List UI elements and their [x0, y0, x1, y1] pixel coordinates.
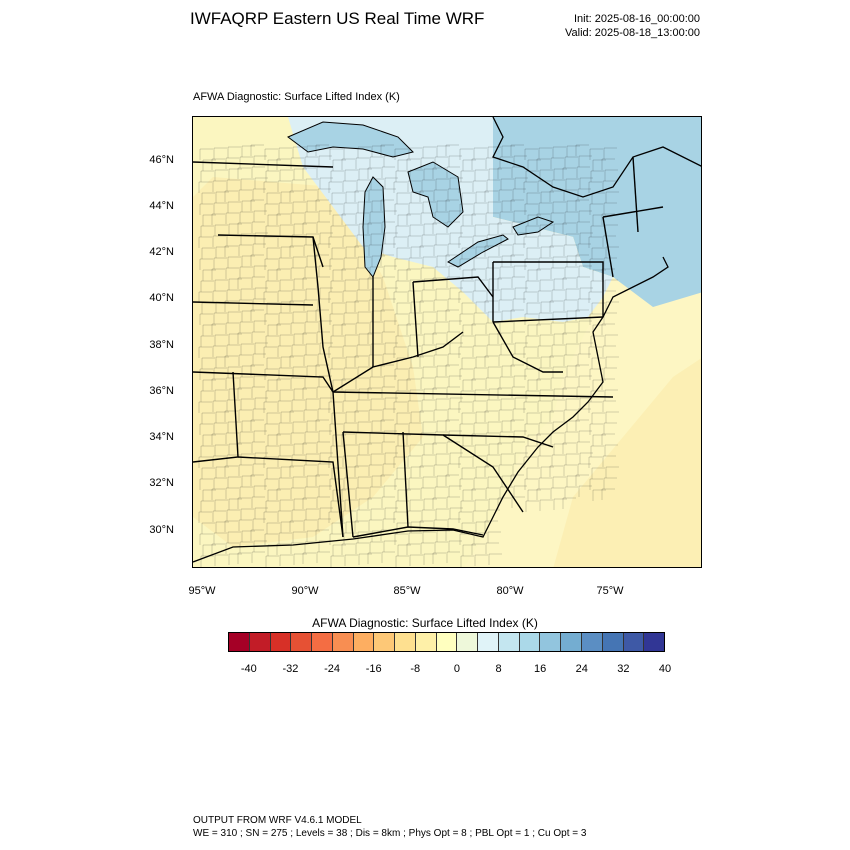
field-label: AFWA Diagnostic: Surface Lifted Index (K… — [193, 91, 400, 103]
map-canvas — [193, 117, 701, 567]
colorbar-tick-label: 24 — [575, 663, 588, 675]
lon-label: 75°W — [596, 585, 624, 597]
colorbar-swatch — [602, 633, 624, 651]
lat-label: 46°N — [149, 154, 174, 166]
colorbar-swatch — [498, 633, 520, 651]
colorbar-tick-label: -40 — [240, 663, 257, 675]
colorbar-swatch — [561, 633, 583, 651]
map-panel — [192, 116, 702, 568]
colorbar-tick-label: -32 — [282, 663, 299, 675]
colorbar-swatch — [457, 633, 479, 651]
colorbar-swatch — [229, 633, 250, 651]
colorbar-swatch — [478, 633, 499, 651]
lake-huron — [407, 161, 464, 228]
model-info-line2: WE = 310 ; SN = 275 ; Levels = 38 ; Dis … — [193, 828, 587, 839]
colorbar-swatch — [623, 633, 645, 651]
lake-superior — [287, 121, 414, 158]
plot-title: IWFAQRP Eastern US Real Time WRF — [190, 9, 485, 28]
colorbar-swatch — [374, 633, 396, 651]
colorbar-tick-label: -8 — [410, 663, 421, 675]
valid-time: Valid: 2025-08-18_13:00:00 — [565, 27, 700, 39]
colorbar — [228, 632, 665, 652]
lon-label: 95°W — [188, 585, 216, 597]
lat-label: 30°N — [149, 524, 174, 536]
lat-label: 34°N — [149, 431, 174, 443]
colorbar-swatch — [644, 633, 665, 651]
lat-label: 44°N — [149, 200, 174, 212]
colorbar-tick-label: 32 — [617, 663, 630, 675]
lon-label: 80°W — [496, 585, 524, 597]
colorbar-tick-label: 8 — [495, 663, 502, 675]
colorbar-swatch — [249, 633, 271, 651]
lon-label: 90°W — [291, 585, 319, 597]
model-info-line1: OUTPUT FROM WRF V4.6.1 MODEL — [193, 815, 362, 826]
lat-label: 38°N — [149, 339, 174, 351]
colorbar-swatch — [332, 633, 354, 651]
colorbar-tick-label: -16 — [365, 663, 382, 675]
land-warm-patch — [193, 177, 423, 547]
colorbar-title: AFWA Diagnostic: Surface Lifted Index (K… — [312, 616, 538, 630]
colorbar-tick-label: 40 — [658, 663, 672, 675]
colorbar-swatch — [353, 633, 375, 651]
ocean-north-field — [493, 117, 701, 307]
colorbar-swatch — [270, 633, 292, 651]
colorbar-swatch — [519, 633, 541, 651]
init-time: Init: 2025-08-16_00:00:00 — [574, 13, 700, 25]
coastline — [193, 117, 701, 563]
colorbar-tick-label: 0 — [453, 663, 460, 675]
lat-label: 32°N — [149, 477, 174, 489]
colorbar-swatch — [582, 633, 603, 651]
colorbar-swatch — [540, 633, 562, 651]
colorbar-swatch — [312, 633, 333, 651]
lat-label: 42°N — [149, 246, 174, 258]
lat-label: 40°N — [149, 292, 174, 304]
colorbar-tick-label: -24 — [324, 663, 340, 675]
colorbar-swatch — [291, 633, 313, 651]
colorbar-swatch — [415, 633, 437, 651]
colorbar-swatch — [395, 633, 416, 651]
county-line-mesh — [198, 144, 619, 567]
county-lines — [198, 144, 619, 567]
lat-label: 36°N — [149, 385, 174, 397]
colorbar-swatch — [436, 633, 458, 651]
lon-label: 85°W — [393, 585, 421, 597]
ocean-warm-patch — [553, 358, 701, 567]
colorbar-tick-label: 16 — [534, 663, 547, 675]
state-boundaries — [193, 156, 664, 538]
